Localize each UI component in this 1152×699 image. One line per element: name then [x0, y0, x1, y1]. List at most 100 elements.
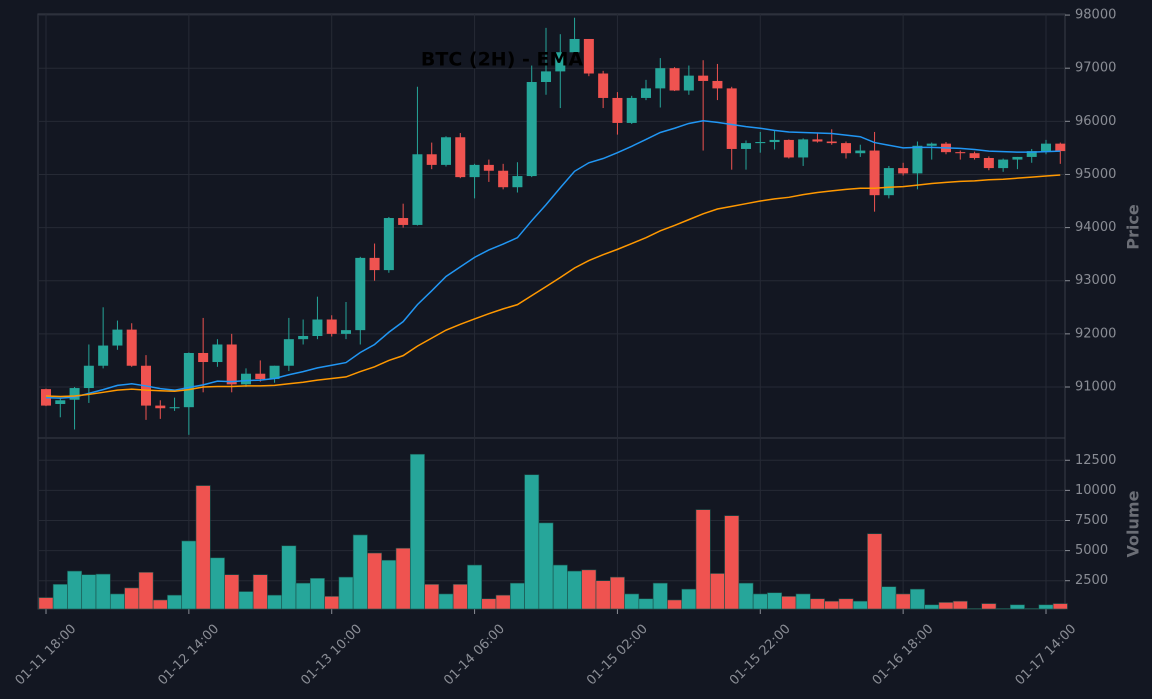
chart-title: BTC (2H) - EMA	[421, 49, 583, 71]
candle-body	[841, 143, 851, 154]
ema-line	[45, 174, 1061, 398]
volume-bar	[495, 594, 511, 610]
candle-body	[412, 154, 423, 225]
volume-bar	[909, 588, 925, 610]
volume-bar	[324, 596, 340, 610]
candle-body	[112, 329, 123, 346]
volume-bar	[752, 593, 768, 610]
volume-bar	[152, 599, 168, 610]
candle-body	[698, 75, 709, 81]
volume-bar	[1052, 603, 1068, 610]
candle-body	[526, 82, 537, 177]
candle-body	[541, 71, 551, 83]
candle-body	[612, 97, 623, 123]
volume-bar	[552, 564, 568, 610]
candle-body	[55, 400, 66, 404]
candle-body	[1041, 143, 1051, 152]
candle-body	[83, 365, 94, 389]
candle-body	[255, 373, 266, 380]
volume-bar	[252, 574, 268, 610]
candle-body	[455, 137, 466, 178]
volume-bar	[338, 576, 354, 610]
y2-tick-label: 2500	[1075, 573, 1108, 588]
candle-body	[755, 142, 766, 144]
volume-bar	[424, 584, 440, 610]
candle-body	[898, 168, 909, 174]
candle-body	[512, 176, 523, 188]
y-tick-label: 93000	[1075, 273, 1116, 288]
candle-body	[269, 365, 280, 380]
volume-bar	[209, 557, 225, 610]
candle-body	[741, 143, 751, 149]
candle-body	[69, 388, 80, 400]
volume-bar	[124, 587, 140, 610]
candle-body	[212, 344, 223, 363]
candle-body	[326, 319, 337, 334]
y-tick-label: 95000	[1075, 167, 1116, 182]
volume-bar	[67, 570, 83, 610]
volume-bar	[367, 552, 383, 610]
candle-body	[355, 257, 366, 331]
volume-bar	[667, 599, 683, 610]
volume-bar	[224, 574, 240, 610]
volume-bar	[395, 547, 411, 610]
volume-bar	[309, 577, 325, 610]
candle-body	[598, 73, 609, 98]
candle-body	[683, 75, 694, 91]
candle-body	[555, 52, 566, 72]
volume-bar	[838, 598, 854, 610]
y2-axis-label: Volume	[1124, 490, 1143, 557]
candle-body	[912, 145, 923, 174]
volume-bar	[738, 582, 754, 610]
candle-body	[712, 80, 723, 89]
volume-bar	[981, 603, 997, 610]
candle-body	[498, 170, 509, 188]
volume-bar	[681, 588, 697, 610]
volume-bar	[409, 453, 425, 610]
candle-body	[441, 137, 451, 165]
y2-tick-label: 10000	[1075, 483, 1116, 498]
candle-body	[655, 68, 666, 89]
volume-bar	[438, 593, 454, 610]
y2-tick-label: 7500	[1075, 513, 1108, 528]
volume-bar	[81, 574, 97, 610]
y-tick-label: 98000	[1075, 8, 1116, 23]
volume-bar	[995, 608, 1011, 610]
y-tick-label: 94000	[1075, 220, 1116, 235]
candle-body	[783, 139, 794, 158]
volume-bar	[609, 576, 625, 610]
candle-body	[926, 143, 937, 146]
candle-body	[1026, 151, 1037, 157]
candle-body	[426, 154, 437, 165]
volume-bar	[195, 485, 211, 610]
volume-bar	[238, 591, 254, 610]
volume-bar	[567, 570, 583, 610]
volume-bar	[624, 593, 640, 610]
volume-bar	[452, 584, 468, 610]
volume-bar	[781, 596, 797, 610]
candle-body	[812, 139, 823, 142]
volume-bar	[852, 600, 868, 610]
volume-bar	[295, 582, 311, 610]
volume-bar	[795, 593, 811, 610]
candle-body	[669, 68, 680, 91]
volume-bar	[352, 534, 368, 610]
candle-body	[798, 139, 809, 158]
volume-bar	[38, 597, 54, 610]
candle-body	[469, 164, 480, 178]
candle-body	[955, 152, 966, 154]
candle-body	[369, 257, 380, 271]
volume-bar	[881, 586, 897, 610]
volume-bar	[824, 600, 840, 610]
volume-bar	[481, 598, 497, 610]
volume-bar	[709, 573, 725, 610]
candle-body	[726, 88, 737, 149]
candle-body	[312, 319, 323, 336]
y2-tick-label: 5000	[1075, 543, 1108, 558]
volume-bar	[538, 522, 554, 610]
volume-bar	[467, 564, 483, 610]
volume-bar	[809, 598, 825, 610]
candle-body	[983, 157, 994, 169]
volume-bar	[138, 571, 154, 610]
y-tick-label: 97000	[1075, 61, 1116, 76]
